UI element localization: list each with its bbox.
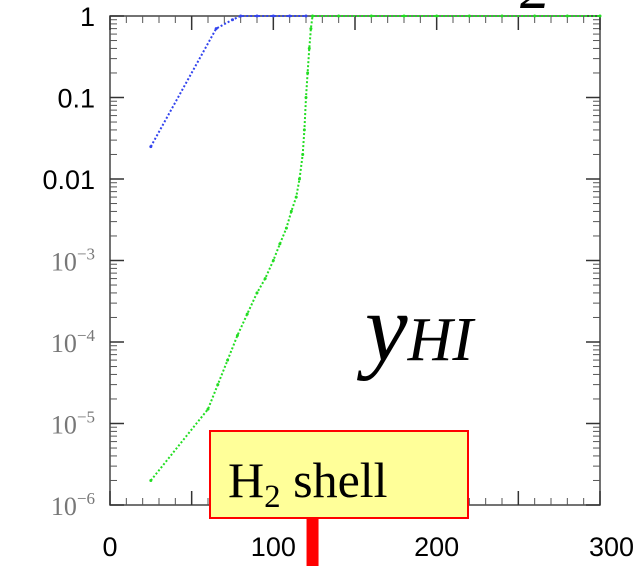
y-tick-exponent: −6 bbox=[77, 489, 95, 508]
series-point bbox=[216, 383, 220, 387]
shell-box-label: H2 shell bbox=[228, 452, 388, 515]
y-tick-label: 0.1 bbox=[57, 84, 95, 114]
shell-box-label-sub: 2 bbox=[264, 479, 281, 515]
y-hi-label: yHI bbox=[356, 274, 476, 381]
series-point bbox=[500, 14, 504, 18]
series-point bbox=[149, 478, 153, 482]
series-point bbox=[214, 27, 218, 31]
shell-box: H2 shell bbox=[209, 430, 469, 519]
series-point bbox=[337, 14, 341, 18]
x-tick-label: 0 bbox=[102, 532, 117, 562]
series-point bbox=[294, 195, 298, 199]
series-line bbox=[150, 15, 600, 482]
y-tick-label: 10−3 bbox=[51, 245, 95, 277]
y-tick-exponent: −3 bbox=[77, 245, 95, 264]
series-point bbox=[255, 291, 259, 295]
series-point bbox=[301, 152, 305, 156]
series-point bbox=[278, 242, 282, 246]
y-tick-label: 0.01 bbox=[42, 165, 95, 195]
shell-box-rect bbox=[209, 430, 469, 519]
x-tick-label: 100 bbox=[251, 532, 296, 562]
series-point bbox=[271, 14, 275, 18]
series-point bbox=[306, 71, 310, 75]
shell-marker bbox=[306, 518, 319, 566]
series-point bbox=[231, 18, 234, 22]
series-point bbox=[263, 277, 267, 281]
y-tick-label: 1 bbox=[80, 2, 95, 32]
series-point bbox=[402, 14, 406, 18]
y-tick-mantissa: 10 bbox=[51, 329, 77, 358]
x-tick-label: 300 bbox=[589, 532, 634, 562]
series-point bbox=[302, 128, 306, 132]
series-point bbox=[309, 27, 313, 31]
series-point bbox=[533, 14, 537, 18]
x-tick-label: 200 bbox=[414, 532, 459, 562]
y-tick-mantissa: 10 bbox=[51, 492, 77, 521]
series-point bbox=[235, 334, 239, 338]
y-hi-label-main: y bbox=[356, 274, 408, 381]
y-tick-label: 10−4 bbox=[51, 326, 96, 358]
series-point bbox=[311, 14, 315, 18]
series-point bbox=[239, 14, 243, 18]
series-point bbox=[565, 14, 569, 18]
series-point bbox=[467, 14, 471, 18]
series-layer bbox=[149, 14, 602, 482]
series-point bbox=[307, 46, 311, 50]
series-point bbox=[271, 259, 275, 262]
y-tick-label: 10−5 bbox=[51, 408, 95, 440]
series-point bbox=[226, 358, 230, 362]
series-point bbox=[297, 177, 301, 181]
series-point bbox=[245, 312, 249, 316]
series-point bbox=[304, 14, 308, 18]
x-tick-labels: 0 100 200 300 bbox=[102, 532, 634, 562]
series-line bbox=[149, 15, 306, 148]
y-tick-exponent: −5 bbox=[77, 408, 95, 427]
series-point bbox=[255, 14, 259, 18]
series-point bbox=[304, 96, 308, 99]
y-tick-exponent: −4 bbox=[77, 326, 96, 345]
y-hi-label-sub: HI bbox=[407, 306, 477, 374]
series-point bbox=[149, 145, 153, 149]
y-tick-mantissa: 10 bbox=[51, 248, 77, 277]
shell-box-label-rest: shell bbox=[281, 452, 388, 508]
series-point bbox=[435, 14, 439, 18]
series-point bbox=[598, 14, 602, 18]
y-tick-label: 10−6 bbox=[51, 489, 95, 521]
shell-box-label-main: H bbox=[228, 452, 264, 508]
series-point bbox=[289, 209, 293, 213]
series-point bbox=[288, 14, 292, 18]
series-point bbox=[284, 226, 288, 230]
y-tick-mantissa: 10 bbox=[51, 411, 77, 440]
series-point bbox=[369, 14, 373, 18]
series-point bbox=[206, 407, 210, 411]
